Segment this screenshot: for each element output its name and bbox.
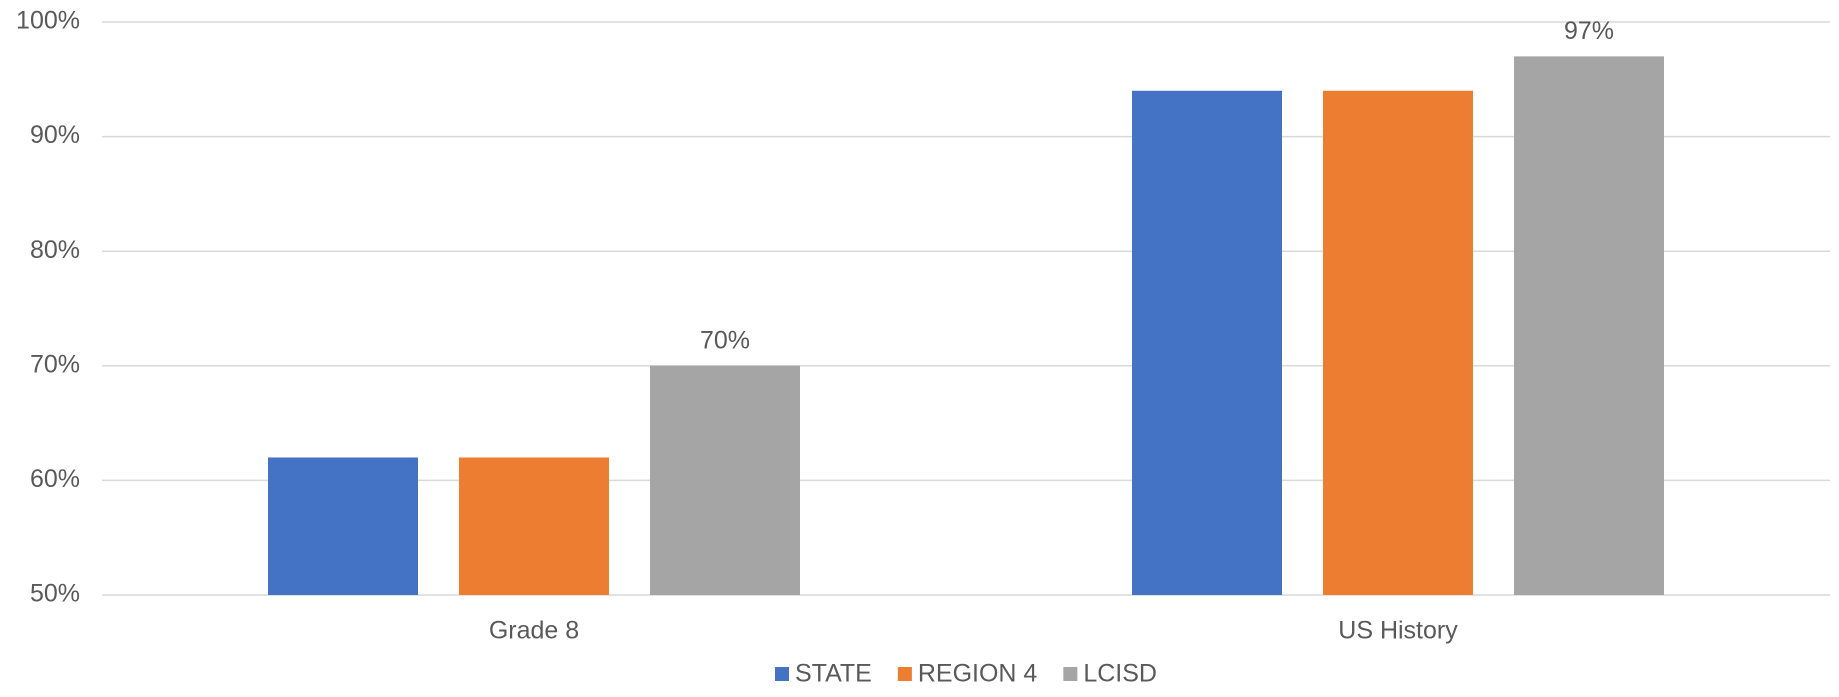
bar [1132, 90, 1282, 595]
legend-label: LCISD [1083, 660, 1157, 688]
data-label: 97% [1564, 17, 1614, 45]
y-tick-label: 100% [16, 7, 80, 35]
x-tick-label: US History [1338, 617, 1458, 645]
data-label: 70% [700, 326, 750, 354]
y-tick-label: 70% [30, 350, 80, 378]
bar [650, 365, 800, 595]
bar [1514, 56, 1664, 595]
legend-label: REGION 4 [918, 660, 1038, 688]
legend-label: STATE [795, 660, 872, 688]
bar [268, 457, 418, 595]
bar [1323, 90, 1473, 595]
legend-swatch [775, 667, 790, 681]
y-tick-label: 50% [30, 580, 80, 608]
bar [459, 457, 609, 595]
legend-swatch [897, 667, 912, 681]
y-tick-label: 60% [30, 465, 80, 493]
y-tick-label: 90% [30, 121, 80, 149]
x-tick-label: Grade 8 [489, 617, 579, 645]
legend-swatch [1063, 667, 1078, 681]
y-tick-label: 80% [30, 236, 80, 264]
